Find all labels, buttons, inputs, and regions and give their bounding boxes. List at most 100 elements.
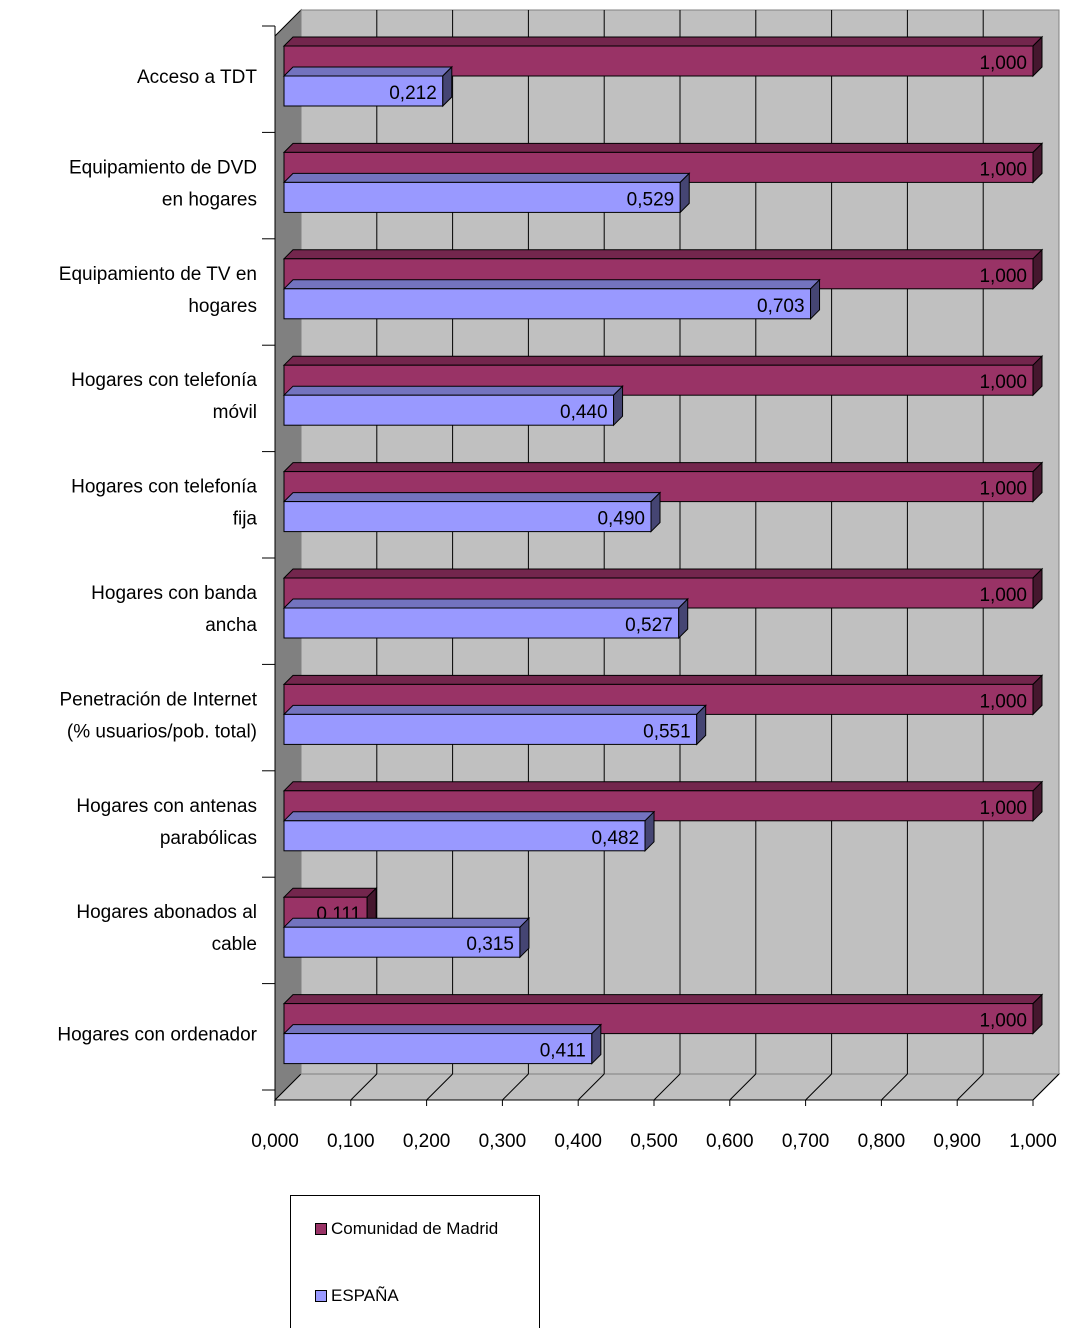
bar-side	[591, 1023, 602, 1065]
data-label: 0,703	[757, 296, 805, 317]
data-label: 1,000	[979, 266, 1027, 287]
bar-side	[644, 810, 655, 853]
bar	[283, 926, 521, 958]
x-tick-label: 0,600	[706, 1131, 754, 1152]
bar-top	[282, 172, 691, 183]
legend-swatch-espana	[315, 1290, 327, 1302]
bar	[283, 501, 652, 533]
data-label: 0,315	[466, 934, 514, 955]
floor-gridline	[350, 1073, 378, 1101]
category-label: fija	[233, 509, 258, 530]
category-label: Hogares con antenas	[76, 796, 257, 817]
bar-side	[1032, 461, 1043, 503]
x-tick-label: 0,300	[479, 1131, 527, 1152]
legend-label-espana: ESPAÑA	[331, 1286, 399, 1305]
bar-side	[678, 597, 689, 640]
bar-top	[282, 1024, 603, 1035]
x-tick-label: 1,000	[1009, 1131, 1057, 1152]
bar-top	[282, 781, 1044, 792]
bar-side	[696, 704, 707, 746]
bar-top	[282, 355, 1044, 366]
floor-gridline	[502, 1073, 529, 1101]
legend-item-espana: ESPAÑA	[315, 1286, 399, 1306]
floor-gridline	[881, 1073, 908, 1101]
bar-side	[1032, 780, 1043, 823]
data-label: 1,000	[979, 372, 1027, 393]
bar-side	[679, 172, 690, 214]
data-label: 0,212	[389, 83, 437, 104]
bar-top	[282, 887, 378, 898]
legend-swatch-madrid	[315, 1223, 327, 1235]
bar-side	[613, 384, 624, 427]
bar-top	[282, 249, 1044, 260]
bar-side	[442, 65, 453, 108]
category-label: Hogares con ordenador	[57, 1025, 257, 1046]
bar	[283, 607, 680, 639]
bar-top	[282, 142, 1044, 153]
floor-gridline	[956, 1073, 984, 1101]
category-label: cable	[212, 934, 257, 955]
floor-gridline	[577, 1073, 605, 1101]
bar-side	[519, 916, 530, 959]
data-label: 1,000	[979, 691, 1027, 712]
category-label: Hogares con telefonía	[71, 370, 257, 391]
legend-item-madrid: Comunidad de Madrid	[315, 1219, 498, 1239]
floor-gridline	[729, 1073, 757, 1101]
data-label: 1,000	[979, 585, 1027, 606]
data-label: 1,000	[979, 479, 1027, 500]
floor-gridline	[1032, 1073, 1060, 1101]
bar	[283, 820, 646, 852]
legend: Comunidad de Madrid ESPAÑA	[290, 1195, 540, 1328]
bar-top	[282, 811, 656, 822]
floor-gridline	[426, 1073, 453, 1101]
bar-top	[282, 66, 453, 77]
data-label: 1,000	[979, 53, 1027, 74]
bar-top	[282, 492, 662, 503]
category-label: Equipamiento de DVD	[69, 157, 257, 178]
floor-gridline	[653, 1073, 681, 1101]
bar	[283, 1033, 593, 1065]
bar	[283, 394, 615, 426]
category-label: Penetración de Internet	[59, 689, 257, 710]
x-tick-label: 0,200	[403, 1131, 451, 1152]
bar-top	[282, 279, 821, 290]
bar-side	[1032, 248, 1043, 291]
bar-top	[282, 917, 531, 928]
data-label: 0,529	[627, 189, 675, 210]
bar-side	[1032, 567, 1043, 610]
category-label: parabólicas	[160, 828, 257, 849]
category-label: móvil	[213, 402, 257, 423]
bar	[283, 75, 444, 107]
data-label: 1,000	[979, 159, 1027, 180]
data-label: 1,000	[979, 798, 1027, 819]
bar-top	[282, 36, 1044, 47]
bar-side	[650, 491, 661, 533]
data-label: 0,411	[540, 1041, 586, 1062]
category-label: Acceso a TDT	[137, 67, 257, 88]
category-label: Equipamiento de TV en	[59, 264, 257, 285]
bar-top	[282, 674, 1044, 685]
category-label: en hogares	[162, 189, 257, 210]
x-tick-label: 0,800	[858, 1131, 906, 1152]
data-label: 1,000	[979, 1011, 1027, 1032]
floor-gridline	[805, 1073, 832, 1101]
data-label: 0,482	[591, 828, 639, 849]
bar-side	[1032, 993, 1043, 1035]
category-label: Hogares con telefonía	[71, 477, 257, 498]
x-tick-label: 0,400	[554, 1131, 602, 1152]
bar-top	[282, 385, 624, 396]
category-label: ancha	[205, 615, 257, 636]
data-label: 0,527	[625, 615, 673, 636]
bar-top	[282, 994, 1044, 1005]
x-tick-label: 0,700	[782, 1131, 830, 1152]
bar-side	[1032, 35, 1043, 78]
data-label: 0,440	[560, 402, 608, 423]
data-label: 0,490	[597, 509, 645, 530]
bar-chart-svg: 0,000 0,100 0,200 0,300 0,400 0,500 0,600 0,700…	[57, 8, 1061, 1152]
category-label: (% usuarios/pob. total)	[67, 721, 257, 742]
bar-top	[282, 462, 1044, 473]
bar-side	[1032, 354, 1043, 397]
bar-top	[282, 598, 689, 609]
x-tick-label: 0,100	[327, 1131, 375, 1152]
